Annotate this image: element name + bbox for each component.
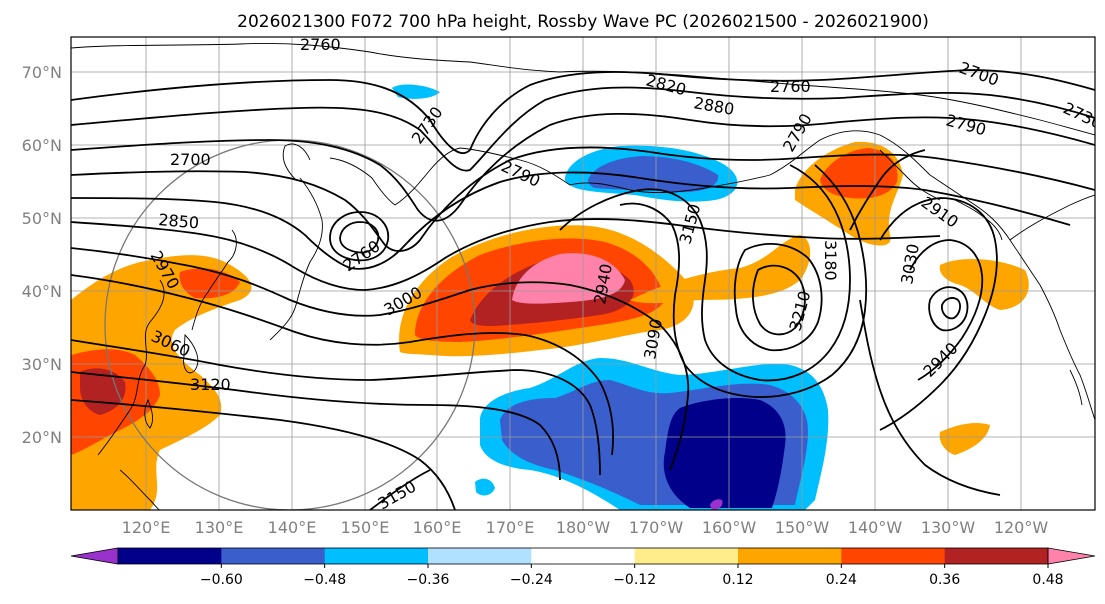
- contour-label: 2850: [158, 210, 200, 232]
- colorbar-tick-label: 0.24: [826, 572, 857, 588]
- colorbar-frame: [117, 547, 1049, 565]
- colorbar-tick-label: −0.60: [200, 572, 243, 588]
- colorbar-tick-label: −0.12: [613, 572, 656, 588]
- latitude-labels: 70°N 60°N 50°N 40°N 30°N 20°N: [22, 63, 62, 447]
- negative-anomaly-tropics-inner: [663, 397, 786, 508]
- figure-title: 2026021300 F072 700 hPa height, Rossby W…: [237, 12, 929, 32]
- lat-label: 40°N: [22, 282, 62, 301]
- lat-label: 20°N: [22, 428, 62, 447]
- colorbar-segment: [634, 548, 739, 564]
- contour-label: 3120: [190, 375, 231, 394]
- lat-label: 60°N: [22, 136, 62, 155]
- contour-label: 2760: [770, 77, 811, 96]
- positive-anomaly-subtropics: [630, 235, 811, 304]
- shaded-field: [71, 84, 1029, 510]
- colorbar-tick-label: 0.12: [722, 572, 753, 588]
- colorbar-segment: [944, 548, 1049, 564]
- negative-anomaly-small-north: [392, 84, 440, 99]
- lon-label: 180°W: [556, 518, 611, 537]
- positive-anomaly-east-pacific: [939, 258, 1029, 310]
- contour-label: 2700: [170, 150, 211, 169]
- colorbar-tick-label: 0.36: [929, 572, 960, 588]
- lon-label: 160°E: [413, 518, 462, 537]
- colorbar-segment: [428, 548, 532, 564]
- colorbar-segment: [221, 548, 326, 564]
- map-frame: [70, 36, 1096, 511]
- lon-label: 170°E: [486, 518, 535, 537]
- longitude-labels: 120°E 130°E 140°E 150°E 160°E 170°E 180°…: [122, 518, 1049, 537]
- colorbar-segment: [841, 548, 946, 564]
- lon-label: 160°W: [702, 518, 757, 537]
- lon-label: 120°W: [994, 518, 1049, 537]
- coastlines: [71, 43, 1095, 510]
- lon-label: 170°W: [629, 518, 684, 537]
- negative-anomaly-tropics-peak: [710, 499, 723, 510]
- lon-label: 140°W: [848, 518, 903, 537]
- colorbar-extend-high: [1047, 547, 1096, 565]
- lon-label: 130°W: [921, 518, 976, 537]
- negative-anomaly-small-west: [475, 478, 495, 496]
- positive-anomaly-east-asia: [71, 255, 252, 510]
- lat-label: 30°N: [22, 355, 62, 374]
- positive-anomaly-small: [939, 422, 990, 455]
- negative-anomaly-north-pacific-core: [588, 156, 719, 193]
- lon-label: 140°E: [268, 518, 317, 537]
- height-contours: [71, 69, 1095, 510]
- colorbar-segment: [324, 548, 429, 564]
- lat-label: 70°N: [22, 63, 62, 82]
- lon-label: 120°E: [122, 518, 171, 537]
- contour-label: 3180: [821, 240, 840, 281]
- colorbar-tick-label: −0.24: [510, 572, 553, 588]
- colorbar-tick-label: 0.48: [1032, 572, 1063, 588]
- lon-label: 150°E: [341, 518, 390, 537]
- colorbar-tick-label: −0.48: [303, 572, 346, 588]
- contour-label: 2760: [300, 35, 341, 54]
- colorbar-segment: [531, 548, 636, 564]
- lat-label: 50°N: [22, 209, 62, 228]
- lon-label: 130°E: [195, 518, 244, 537]
- lon-label: 150°W: [775, 518, 830, 537]
- colorbar-segment: [118, 548, 222, 564]
- colorbar: −0.60 −0.48 −0.36 −0.24 −0.12 0.12 0.24 0.36 0.4…: [70, 547, 1096, 588]
- colorbar-tick-label: −0.36: [407, 572, 450, 588]
- colorbar-extend-low: [70, 547, 119, 565]
- colorbar-segment: [738, 548, 842, 564]
